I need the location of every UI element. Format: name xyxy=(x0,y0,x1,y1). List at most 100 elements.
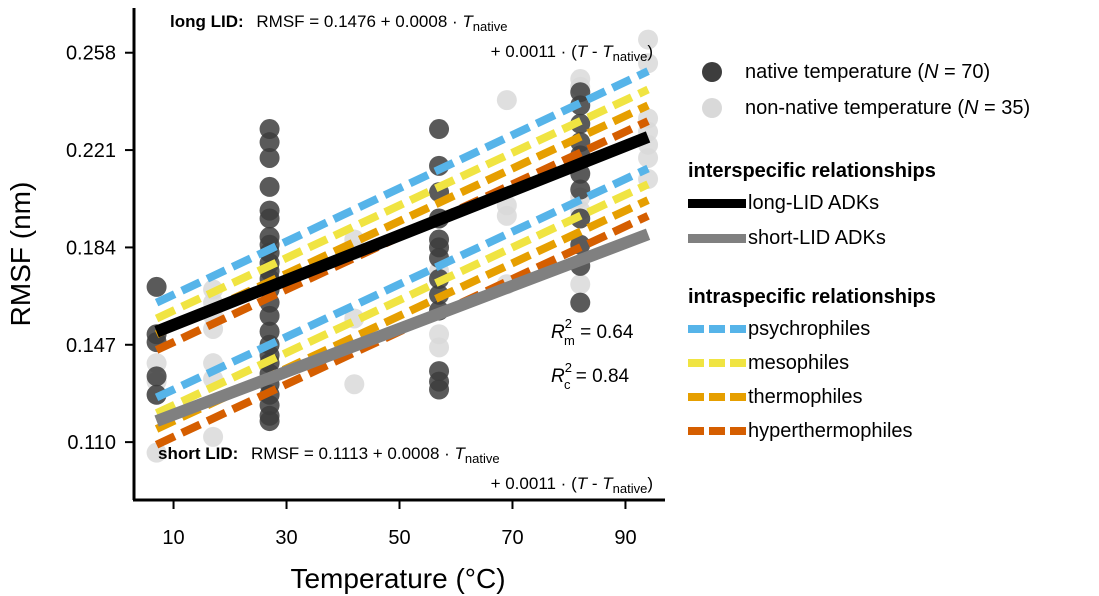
long-lid-line-icon xyxy=(688,198,746,208)
short-lid-t-native: T xyxy=(455,444,467,463)
legend-thermo-label: thermophiles xyxy=(748,385,863,408)
y-tick-label: 0.184 xyxy=(66,237,116,259)
nonnative-marker-icon xyxy=(702,98,722,118)
legend-psychro: psychrophiles xyxy=(688,315,870,343)
legend-native-rest: = 70) xyxy=(938,60,991,83)
legend-native-text: native temperature ( xyxy=(745,60,924,83)
nonnative-point xyxy=(638,53,659,74)
nonnative-point xyxy=(638,29,659,50)
long-lid-formula: RMSF = 0.1476 + 0.0008 · xyxy=(256,12,462,31)
mesophiles-line xyxy=(154,85,650,323)
r2-c-sup: 2 xyxy=(565,360,572,375)
x-tick-label: 10 xyxy=(162,527,184,549)
x-tick-label: 70 xyxy=(501,527,523,549)
y-tick-label: 0.147 xyxy=(66,335,116,357)
r2-m-sub: m xyxy=(564,333,575,348)
short-lid-minus: - xyxy=(587,474,602,493)
legend-short: short-LID ADKs xyxy=(688,224,886,252)
short-lid-equation-line2: + 0.0011 · (T - Tnative) xyxy=(491,474,653,496)
native-point xyxy=(570,292,591,313)
r2-conditional: R2 c = 0.84 xyxy=(551,360,630,392)
nonnative-point xyxy=(496,90,517,111)
short-lid-t: T xyxy=(577,474,589,493)
r2-m-sup: 2 xyxy=(565,316,572,331)
nonnative-point xyxy=(146,442,167,463)
x-tick-label: 50 xyxy=(388,527,410,549)
r2-c-sub: c xyxy=(564,377,571,392)
x-ticks: 10 30 50 70 90 xyxy=(162,500,637,549)
native-point xyxy=(429,119,450,140)
long-lid-sub2: native xyxy=(613,49,648,64)
legend-intra-title: intraspecific relationships xyxy=(688,286,936,308)
legend-hyper: hyperthermophiles xyxy=(688,417,913,445)
x-axis-title: Temperature (°C) xyxy=(290,563,505,594)
legend-psychro-label: psychrophiles xyxy=(748,317,871,340)
legend-native: native temperature (N = 70) xyxy=(688,58,990,86)
native-point xyxy=(259,411,280,432)
legend-nonnative-label: non-native temperature (N = 35) xyxy=(745,97,1030,120)
nonnative-point xyxy=(638,147,659,168)
psychrophiles-dash-icon xyxy=(688,325,746,333)
rmsf-temperature-chart: 10 30 50 70 90 0.110 0.147 0.184 0.221 0.258 Tem… xyxy=(5,8,665,594)
short-lid-t2: T xyxy=(602,474,614,493)
short-lid-line-icon xyxy=(688,233,746,243)
y-ticks: 0.110 0.147 0.184 0.221 0.258 xyxy=(66,43,134,454)
long-lid-equation-line1: long LID: RMSF = 0.1476 + 0.0008 · Tnati… xyxy=(170,12,508,34)
long-lid-minus: - xyxy=(587,42,602,61)
nonnative-point xyxy=(429,337,450,358)
short-lid-equation-line1: short LID: RMSF = 0.1113 + 0.0008 · Tnat… xyxy=(158,444,500,466)
long-lid-equation-line2: + 0.0011 · (T - Tnative) xyxy=(491,42,653,64)
legend-meso: mesophiles xyxy=(688,349,849,377)
long-lid-t-native: T xyxy=(462,12,474,31)
long-lid-sub-native: native xyxy=(473,19,508,34)
native-point xyxy=(259,132,280,153)
thermophiles-dash-icon xyxy=(688,393,746,401)
y-tick-label: 0.221 xyxy=(66,140,116,162)
legend-hyper-label: hyperthermophiles xyxy=(748,419,913,442)
y-tick-label: 0.110 xyxy=(67,432,116,454)
legend-nonnative-rest: = 35) xyxy=(978,96,1031,119)
short-lid-close: ) xyxy=(647,474,653,493)
long-lid-t2: T xyxy=(602,42,614,61)
native-point xyxy=(429,379,450,400)
nonnative-point xyxy=(203,426,224,447)
native-point xyxy=(259,147,280,168)
legend-inter-title: interspecific relationships xyxy=(688,160,936,182)
hyperthermophiles-dash-icon xyxy=(688,427,746,435)
short-lid-sub-native: native xyxy=(465,451,500,466)
long-lid-label: long LID: xyxy=(170,12,244,31)
native-marker-icon xyxy=(702,62,722,82)
nonnative-point xyxy=(570,274,591,295)
fit-lines xyxy=(154,67,651,449)
legend-nonnative-text: non-native temperature ( xyxy=(745,96,965,119)
long-lid-line2-start: + 0.0011 · ( xyxy=(491,42,577,61)
short-lid-sub2: native xyxy=(613,481,648,496)
native-point xyxy=(259,176,280,197)
short-lid-adks-line xyxy=(154,228,651,427)
x-tick-label: 90 xyxy=(614,527,636,549)
native-point xyxy=(146,276,167,297)
legend-long: long-LID ADKs xyxy=(688,189,879,217)
native-point xyxy=(570,179,591,200)
legend-long-label: long-LID ADKs xyxy=(748,191,880,214)
native-point xyxy=(146,366,167,387)
legend-nonnative-n: N xyxy=(964,96,979,119)
legend-thermo: thermophiles xyxy=(688,383,863,411)
psychrophiles-line xyxy=(154,67,650,307)
long-lid-t: T xyxy=(577,42,589,61)
r2-c-symbol: R xyxy=(551,366,565,387)
r2-m-value: = 0.64 xyxy=(575,322,634,343)
legend-meso-label: mesophiles xyxy=(748,351,850,374)
legend-native-n: N xyxy=(923,60,939,83)
legend-native-label: native temperature (N = 70) xyxy=(745,61,990,84)
legend-short-label: short-LID ADKs xyxy=(748,226,886,249)
long-lid-adks-line xyxy=(154,131,651,338)
mesophiles-dash-icon xyxy=(688,359,746,367)
nonnative-point xyxy=(344,374,365,395)
y-tick-label: 0.258 xyxy=(66,43,116,65)
r2-c-value: = 0.84 xyxy=(570,366,629,387)
short-lid-line2-start: + 0.0011 · ( xyxy=(491,474,577,493)
legend-nonnative: non-native temperature (N = 35) xyxy=(688,94,1030,122)
nonnative-point xyxy=(496,205,517,226)
native-point xyxy=(259,208,280,229)
